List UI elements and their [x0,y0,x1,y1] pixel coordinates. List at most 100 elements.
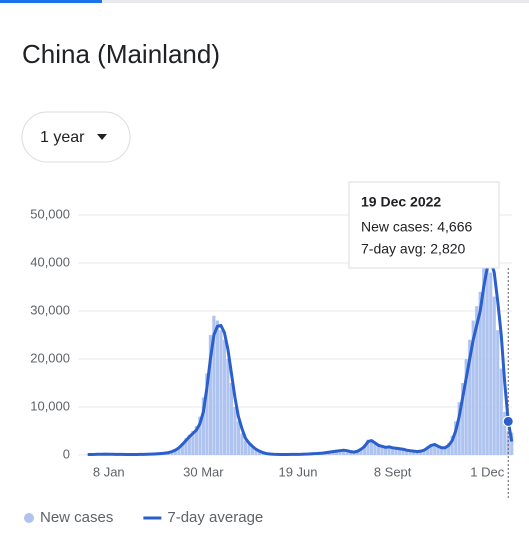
bar [212,315,216,455]
bar [391,448,395,455]
y-tick-label: 0 [63,446,70,461]
bar [233,407,237,455]
y-tick-label: 20,000 [30,350,70,365]
x-tick-label: 8 Sept [374,464,412,479]
bar [345,451,349,455]
line [87,259,514,457]
bar [419,450,423,455]
dropdown-pill[interactable] [21,111,131,163]
bar [194,426,198,455]
dropdown-arrow[interactable] [97,134,107,140]
bar [506,431,510,455]
legend-swatch [24,513,34,523]
bar [384,447,388,455]
tooltip-box [348,181,500,269]
bar [394,448,398,455]
bar [331,451,335,455]
bar [454,421,458,455]
bar [247,444,251,455]
bar [173,449,177,455]
bar [187,434,191,455]
bar [485,224,489,455]
bar [348,451,353,455]
x-tick-label: 8 Jan [93,464,125,479]
bar [205,373,209,455]
bar [398,449,402,455]
bar [243,440,248,455]
bar [184,438,188,455]
bar [236,421,241,455]
bar [229,383,233,455]
y-tick-label: 10,000 [30,398,70,413]
bar [478,291,482,455]
bar [412,451,416,455]
bar [468,339,472,455]
bar [482,263,486,455]
bar [503,411,507,455]
bar [489,272,493,455]
bar [250,447,255,455]
bar [219,330,223,455]
y-tick-label: 40,000 [30,254,70,269]
bar [363,444,367,455]
bar [177,446,181,455]
bar [443,446,447,455]
bar [370,442,374,455]
bar [215,320,219,455]
tooltip: 19 Dec 2022 New cases: 4,666 7-day avg: 2,… [348,181,500,269]
y-tick-label: 30,000 [30,302,70,317]
bar [240,433,244,455]
bar [366,439,370,455]
bar [222,339,226,455]
page-title: China (Mainland) [22,39,220,69]
bar [464,359,468,455]
bar [180,443,184,455]
bar [334,451,339,455]
bar [422,449,426,455]
bar [226,359,230,455]
tab-rule [0,0,529,3]
bar [475,306,479,455]
bar [341,449,346,455]
bar [257,451,262,455]
dropdown-label[interactable]: 1 year [40,129,85,146]
hover-point [502,415,514,427]
y-tick-label: 50,000 [30,206,70,221]
x-tick-label: 1 Dec [470,464,504,479]
x-tick-label: 19 Jun [278,464,317,479]
bar [208,335,212,455]
bar [426,446,430,455]
bar [447,443,451,455]
bar [387,446,391,455]
bar [201,397,205,455]
bar [401,449,405,455]
bar [405,450,409,455]
range-dropdown[interactable]: 1 year [21,111,131,163]
bar [198,416,202,455]
bar [408,450,412,455]
bar [436,447,440,455]
bar [433,445,437,455]
bar [355,450,360,455]
tooltip-title: 19 Dec 2022 [361,194,441,210]
active-tab-indicator [0,0,102,3]
bar [373,443,377,455]
bar [471,320,475,455]
bar [380,446,384,455]
bar [254,450,258,455]
bar [499,368,503,455]
legend-label: New cases [40,509,113,526]
bar [457,402,461,455]
tooltip-line: New cases: 4,666 [361,219,472,235]
bar [191,431,195,455]
bar [86,454,90,455]
x-tick-label: 30 Mar [183,464,224,479]
bar [510,432,514,455]
bar [359,447,363,455]
bar [377,445,381,455]
bar [496,330,500,455]
bar [338,450,342,455]
tooltip-line: 7-day avg: 2,820 [361,241,466,257]
